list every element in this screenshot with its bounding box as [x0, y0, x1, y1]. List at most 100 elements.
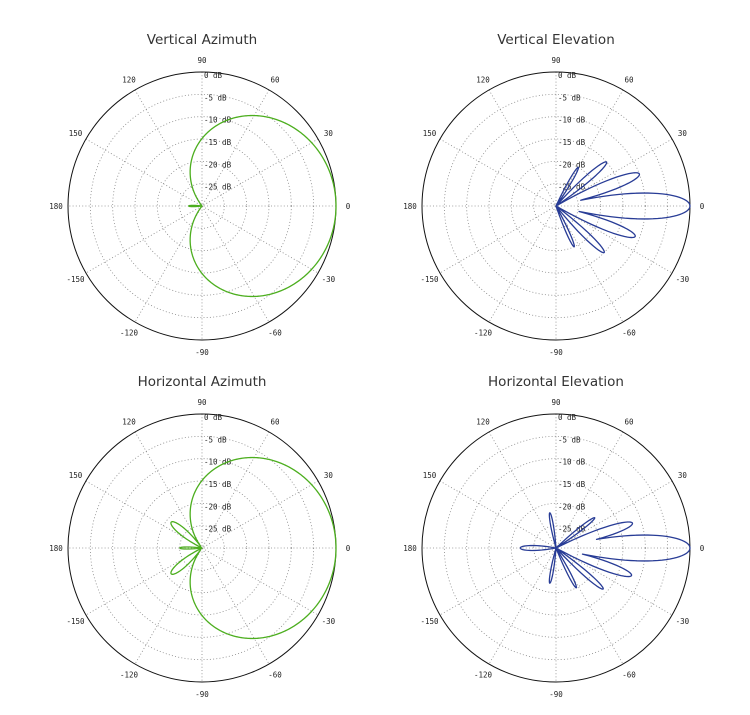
angle-tick-label: 30 [678, 471, 688, 480]
angle-tick-label: -120 [474, 328, 493, 337]
angle-tick-label: -150 [67, 617, 86, 626]
grid-ring [466, 458, 646, 638]
grid-ring [443, 435, 669, 661]
grid-ring [156, 502, 248, 594]
vertical-elevation-plot: Vertical Elevation 0 30 60 90 120 150 180 -150 -… [403, 32, 705, 357]
angle-tick-label: 30 [324, 471, 334, 480]
db-tick-label: -25 dB [558, 525, 586, 534]
db-tick-label: -20 dB [204, 502, 232, 511]
db-tick-label: -5 dB [558, 435, 581, 444]
db-tick-label: -10 dB [204, 458, 232, 467]
grid-ring [443, 93, 669, 319]
angle-tick-label: -90 [195, 348, 209, 357]
angle-tick-label: -120 [474, 670, 493, 679]
angle-tick-label: 0 [346, 202, 351, 211]
grid-ring [510, 502, 602, 594]
horizontal-elevation-plot: Horizontal Elevation 0 30 60 90 120 150 180 -15… [403, 374, 705, 699]
angle-tick-label: -30 [322, 275, 336, 284]
angle-tick-label: -120 [120, 670, 139, 679]
db-tick-label: 0 dB [558, 71, 577, 80]
db-tick-label: -20 dB [204, 160, 232, 169]
db-tick-label: -15 dB [558, 480, 586, 489]
angle-tick-label: -30 [676, 617, 690, 626]
angle-tick-label: 90 [551, 56, 561, 65]
angle-tick-label: -60 [268, 670, 282, 679]
plot-title: Horizontal Azimuth [138, 374, 267, 390]
db-tick-label: -20 dB [558, 502, 586, 511]
grid-ring [89, 435, 315, 661]
grid-ring [112, 116, 292, 296]
angle-tick-label: -30 [676, 275, 690, 284]
grid-ring [134, 138, 270, 274]
db-tick-label: -10 dB [204, 116, 232, 125]
angle-tick-label: -30 [322, 617, 336, 626]
angle-tick-label: -120 [120, 328, 139, 337]
angle-tick-label: 180 [49, 544, 63, 553]
angle-tick-label: 120 [122, 418, 136, 427]
angle-tick-label: -60 [268, 328, 282, 337]
angle-tick-label: 60 [270, 418, 280, 427]
radiation-pattern-trace [170, 456, 337, 640]
angle-tick-label: 0 [346, 544, 351, 553]
grid-ring [533, 183, 579, 229]
angle-tick-label: 0 [700, 544, 705, 553]
db-tick-label: -25 dB [204, 183, 232, 192]
grid-ring [179, 183, 225, 229]
angle-tick-label: 120 [122, 76, 136, 85]
db-tick-label: -15 dB [558, 138, 586, 147]
angle-tick-label: 90 [197, 56, 207, 65]
angle-tick-label: 0 [700, 202, 705, 211]
angle-tick-label: 150 [423, 471, 437, 480]
angle-tick-label: -90 [549, 690, 563, 699]
angle-tick-label: 180 [403, 202, 417, 211]
db-tick-label: -10 dB [558, 458, 586, 467]
angle-tick-label: 120 [476, 76, 490, 85]
grid-ring [89, 93, 315, 319]
db-tick-label: -5 dB [204, 93, 227, 102]
angle-tick-label: -150 [67, 275, 86, 284]
horizontal-azimuth-plot: Horizontal Azimuth 0 30 60 90 120 150 180 -150 -… [49, 374, 351, 699]
db-tick-label: -5 dB [558, 93, 581, 102]
grid-ring [488, 138, 624, 274]
db-tick-label: 0 dB [204, 71, 223, 80]
angle-tick-label: 30 [324, 129, 334, 138]
angle-tick-label: 150 [69, 471, 83, 480]
angle-tick-label: 120 [476, 418, 490, 427]
angle-tick-label: 60 [624, 418, 634, 427]
angle-tick-label: 180 [403, 544, 417, 553]
radiation-pattern-trace [188, 114, 337, 298]
db-tick-label: -10 dB [558, 116, 586, 125]
grid-ring [533, 525, 579, 571]
vertical-azimuth-plot: Vertical Azimuth 0 30 60 90 120 150 180 -150 -12… [49, 32, 351, 357]
angle-tick-label: 180 [49, 202, 63, 211]
db-tick-label: -15 dB [204, 480, 232, 489]
db-tick-label: -15 dB [204, 138, 232, 147]
angle-tick-label: -150 [421, 617, 440, 626]
angle-tick-label: 60 [624, 76, 634, 85]
angle-tick-label: 90 [197, 398, 207, 407]
angle-tick-label: 60 [270, 76, 280, 85]
db-tick-label: -25 dB [204, 525, 232, 534]
db-tick-label: 0 dB [558, 413, 577, 422]
plot-title: Horizontal Elevation [488, 374, 624, 390]
grid-ring [134, 480, 270, 616]
angle-tick-label: -90 [549, 348, 563, 357]
grid-ring [466, 116, 646, 296]
grid-ring [156, 160, 248, 252]
db-tick-label: -5 dB [204, 435, 227, 444]
angle-tick-label: -60 [622, 328, 636, 337]
angle-tick-label: -90 [195, 690, 209, 699]
plot-title: Vertical Azimuth [147, 32, 257, 48]
angle-tick-label: 150 [423, 129, 437, 138]
grid-ring [179, 525, 225, 571]
db-tick-label: -25 dB [558, 183, 586, 192]
grid-ring [112, 458, 292, 638]
db-tick-label: -20 dB [558, 160, 586, 169]
angle-tick-label: 30 [678, 129, 688, 138]
plot-title: Vertical Elevation [497, 32, 615, 48]
radiation-pattern-trace [519, 512, 691, 590]
angle-tick-label: -150 [421, 275, 440, 284]
angle-tick-label: 150 [69, 129, 83, 138]
grid-ring [510, 160, 602, 252]
